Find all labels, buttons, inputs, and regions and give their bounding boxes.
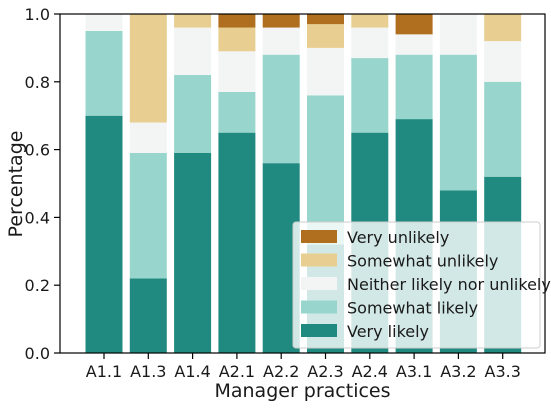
- x-tick-label: A2.1: [219, 362, 255, 381]
- bar-segment-A2-1-somewhat-unlikely: [218, 27, 256, 52]
- bar-segment-A1-4-somewhat-likely: [174, 75, 212, 153]
- x-tick-label: A3.1: [396, 362, 432, 381]
- y-tick-label: 0.8: [25, 73, 50, 92]
- legend-swatch-somewhat-unlikely: [301, 253, 337, 267]
- bar-segment-A1-3-very-likely: [129, 278, 167, 353]
- bar-segment-A2-1-somewhat-likely: [218, 91, 256, 133]
- y-axis-ticks: 0.0 0.2 0.4 0.6 0.8 1.0: [25, 5, 60, 363]
- bar-segment-A3-1-very-unlikely: [395, 14, 433, 35]
- legend-swatch-neither-likely-nor-unlikely: [301, 277, 337, 290]
- legend-swatch-very-likely: [301, 324, 337, 337]
- bar-segment-A2-2-somewhat-likely: [262, 54, 300, 164]
- x-axis-ticks: A1.1 A1.3 A1.4 A2.1 A2.2 A2.3 A2.4 A3.1 A3.2 A3.3: [86, 353, 521, 381]
- bar-segment-A1-3-somewhat-likely: [129, 152, 167, 279]
- legend-label-neither-likely-nor-unlikely: Neither likely nor unlikely: [347, 275, 551, 294]
- x-tick-label: A1.3: [130, 362, 166, 381]
- bar-segment-A2-2-very-unlikely: [262, 14, 300, 28]
- bar-segment-A1-4-neither-likely-nor-unlikely: [174, 27, 212, 76]
- bar-segment-A3-1-somewhat-likely: [395, 54, 433, 120]
- y-tick-label: 0.6: [25, 141, 50, 160]
- bar-segment-A3-2-neither-likely-nor-unlikely: [439, 14, 477, 55]
- legend: Very unlikely Somewhat unlikely Neither li…: [292, 221, 551, 349]
- legend-swatch-very-unlikely: [301, 230, 337, 243]
- bar-segment-A2-4-somewhat-unlikely: [351, 14, 389, 28]
- bar-segment-A1-3-neither-likely-nor-unlikely: [129, 122, 167, 153]
- legend-label-somewhat-likely: Somewhat likely: [347, 299, 478, 318]
- bar-segment-A3-3-somewhat-likely: [484, 81, 522, 177]
- legend-box: [292, 221, 541, 349]
- bar-segment-A2-1-very-unlikely: [218, 14, 256, 28]
- bar-segment-A3-2-somewhat-likely: [439, 54, 477, 191]
- bar-segment-A1-4-very-likely: [174, 152, 212, 353]
- x-tick-label: A2.3: [307, 362, 343, 381]
- bar-segment-A3-3-neither-likely-nor-unlikely: [484, 41, 522, 82]
- bar-segment-A3-1-neither-likely-nor-unlikely: [395, 34, 433, 55]
- x-tick-label: A1.4: [174, 362, 210, 381]
- bar-segment-A2-3-somewhat-likely: [307, 95, 344, 245]
- x-tick-label: A2.2: [263, 362, 299, 381]
- bar-segment-A2-1-very-likely: [218, 132, 256, 353]
- bar-segment-A1-1-neither-likely-nor-unlikely: [85, 14, 123, 31]
- x-tick-label: A2.4: [352, 362, 388, 381]
- bar-segment-A2-3-neither-likely-nor-unlikely: [307, 47, 344, 96]
- bar-segment-A2-1-neither-likely-nor-unlikely: [218, 51, 256, 92]
- bar-segment-A2-4-neither-likely-nor-unlikely: [351, 27, 389, 59]
- bar-segment-A1-3-somewhat-unlikely: [129, 14, 167, 123]
- plot-frame: [59, 13, 546, 354]
- bar-segment-A1-4-somewhat-unlikely: [174, 14, 212, 28]
- y-tick-label: 1.0: [25, 5, 50, 24]
- legend-label-very-likely: Very likely: [347, 322, 429, 341]
- legend-label-very-unlikely: Very unlikely: [347, 228, 449, 247]
- x-tick-label: A3.2: [440, 362, 476, 381]
- x-axis-label: Manager practices: [214, 380, 390, 402]
- y-tick-label: 0.0: [25, 344, 50, 363]
- bar-segment-A1-1-very-likely: [85, 115, 123, 353]
- legend-items: Very unlikely Somewhat unlikely Neither li…: [301, 228, 551, 341]
- legend-label-somewhat-unlikely: Somewhat unlikely: [347, 252, 498, 271]
- bar-segment-A3-3-somewhat-unlikely: [484, 14, 522, 42]
- bar-segment-A2-2-neither-likely-nor-unlikely: [262, 27, 300, 55]
- x-tick-label: A3.3: [485, 362, 521, 381]
- y-axis-label: Percentage: [5, 131, 27, 238]
- x-tick-label: A1.1: [86, 362, 122, 381]
- y-tick-label: 0.2: [25, 276, 50, 295]
- y-tick-label: 0.4: [25, 208, 50, 227]
- bar-segment-A2-3-very-unlikely: [307, 14, 344, 25]
- bar-segment-A1-1-somewhat-likely: [85, 30, 123, 116]
- bar-segment-A2-4-somewhat-likely: [351, 58, 389, 133]
- legend-swatch-somewhat-likely: [301, 300, 337, 314]
- bar-segment-A2-3-somewhat-unlikely: [307, 24, 344, 48]
